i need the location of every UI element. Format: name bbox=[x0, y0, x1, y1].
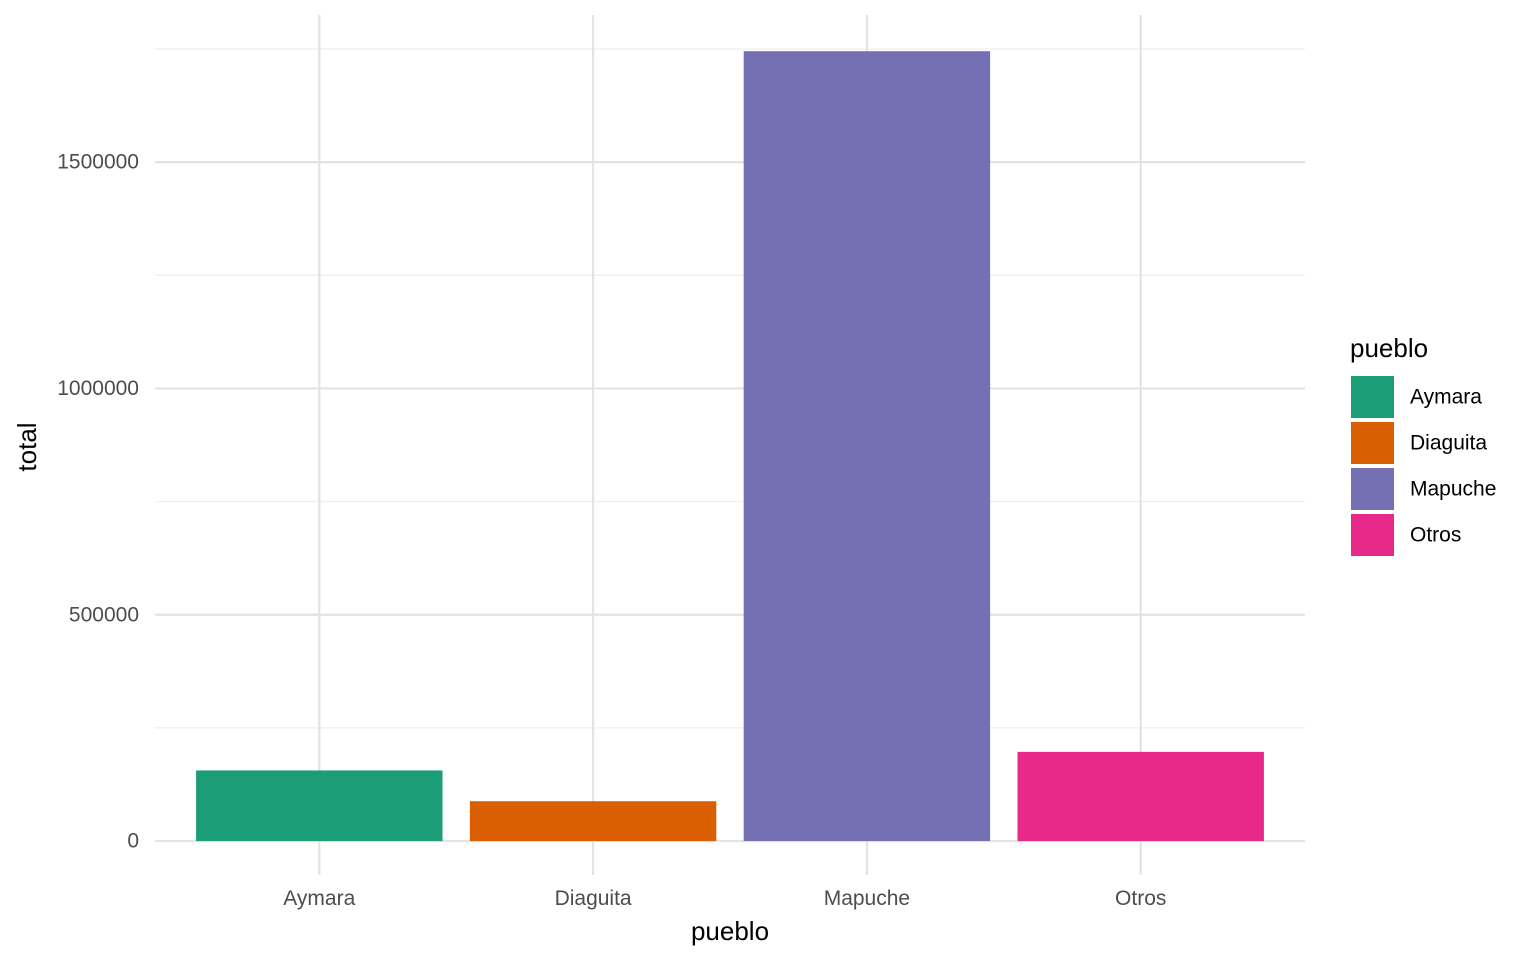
y-tick-label: 0 bbox=[127, 830, 139, 853]
y-tick-label: 1000000 bbox=[57, 377, 139, 400]
bar-aymara bbox=[196, 770, 443, 842]
x-tick-label: Diaguita bbox=[555, 887, 632, 910]
legend-key-diaguita bbox=[1351, 422, 1394, 464]
bars bbox=[196, 51, 1264, 842]
legend: pueblo Aymara Diaguita Mapuche Otros bbox=[1350, 333, 1496, 556]
legend-label: Aymara bbox=[1410, 386, 1482, 409]
x-tick-label: Mapuche bbox=[824, 887, 910, 910]
bar-diaguita bbox=[469, 801, 717, 842]
x-axis-title: pueblo bbox=[691, 916, 769, 946]
legend-items: Aymara Diaguita Mapuche Otros bbox=[1351, 376, 1496, 556]
y-axis-ticks: 0 500000 1000000 1500000 bbox=[57, 151, 139, 853]
x-tick-label: Otros bbox=[1115, 887, 1166, 910]
legend-label: Diaguita bbox=[1410, 432, 1487, 455]
x-tick-label: Aymara bbox=[283, 887, 355, 910]
y-axis-title: total bbox=[12, 422, 42, 471]
y-tick-label: 1500000 bbox=[57, 151, 139, 174]
y-tick-label: 500000 bbox=[69, 603, 139, 626]
legend-key-otros bbox=[1351, 514, 1394, 556]
legend-label: Otros bbox=[1410, 524, 1461, 547]
x-axis-ticks: Aymara Diaguita Mapuche Otros bbox=[283, 887, 1166, 910]
legend-title: pueblo bbox=[1350, 333, 1428, 363]
bar-mapuche bbox=[743, 51, 991, 842]
grid bbox=[155, 15, 1305, 875]
legend-label: Mapuche bbox=[1410, 478, 1496, 501]
legend-key-mapuche bbox=[1351, 468, 1394, 510]
legend-key-aymara bbox=[1351, 376, 1394, 418]
bar-otros bbox=[1017, 751, 1264, 842]
